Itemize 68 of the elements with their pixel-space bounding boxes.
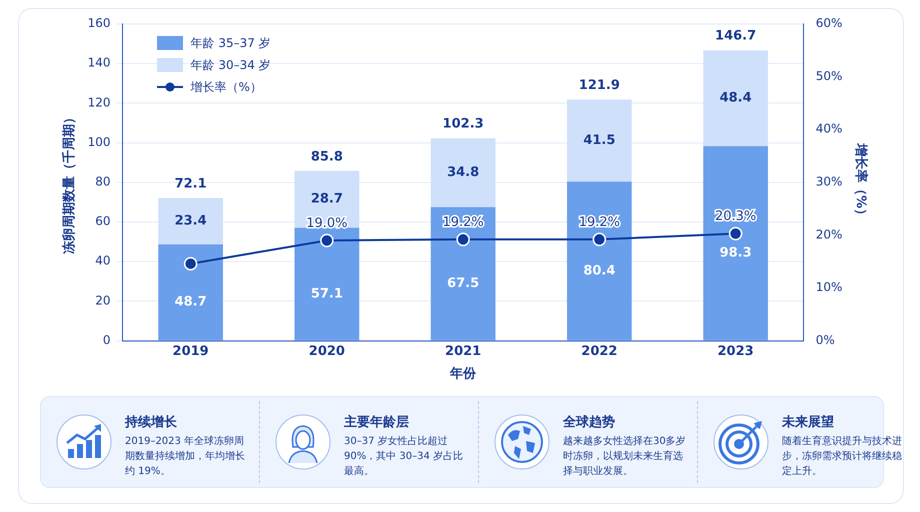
total-label: 146.7 <box>715 28 756 44</box>
data-label: 19.0% <box>306 216 348 231</box>
legend-label: 年龄 30–34 岁 <box>190 56 271 74</box>
text: 30–37 岁女性占比超过 90%，其中 30–34 岁占比最高。 <box>344 434 464 479</box>
point <box>320 234 334 248</box>
bar <box>703 146 768 340</box>
data-label: 20.3% <box>714 208 756 224</box>
y-tick-label: 60 <box>95 214 111 228</box>
x-tick-label: 2019 <box>172 344 209 359</box>
data-label: 57.1 <box>310 286 343 302</box>
legend-label: 增长率（%） <box>190 78 262 96</box>
text: 主要年龄层 <box>344 414 410 431</box>
y-tick-label: 100 <box>88 134 111 149</box>
y2-tick-label: 10% <box>816 280 842 294</box>
data-label: 34.8 <box>447 165 480 180</box>
point <box>456 232 470 246</box>
point <box>184 256 198 270</box>
y2-tick-label: 40% <box>816 122 842 136</box>
y-tick-label: 0 <box>102 332 111 347</box>
text: 未来展望 <box>782 414 835 431</box>
y2-axis-title: 增长率（%） <box>852 142 869 222</box>
text: 持续增长 <box>125 414 178 431</box>
y-tick-label: 40 <box>95 254 111 268</box>
total-label: 102.3 <box>442 116 484 132</box>
bar <box>703 50 768 146</box>
y2-tick-label: 50% <box>816 68 842 83</box>
x-tick-label: 2021 <box>445 344 482 359</box>
text: 随着生育意识提升与技术进步，冻卵需求预计将继续稳定上升。 <box>782 434 903 479</box>
bar <box>567 182 632 340</box>
y-tick-label: 120 <box>88 95 111 110</box>
y2-tick-label: 20% <box>816 227 842 242</box>
bar <box>430 138 496 208</box>
y2-tick-label: 30% <box>816 174 842 189</box>
x-tick-label: 2022 <box>581 344 618 359</box>
data-label: 67.5 <box>447 276 480 292</box>
y-tick-label: 80 <box>95 174 111 189</box>
y2-tick-label: 60% <box>816 16 842 30</box>
point <box>728 226 742 240</box>
x-axis-title: 年份 <box>449 366 478 382</box>
data-label: 48.4 <box>720 90 752 106</box>
data-label: 28.7 <box>310 192 343 207</box>
bar <box>158 198 223 244</box>
text: 全球趋势 <box>563 414 616 431</box>
data-label: 23.4 <box>174 214 207 229</box>
data-label: 19.2% <box>578 214 620 230</box>
legend-label: 年龄 35–37 岁 <box>190 34 271 52</box>
y-axis-title: 冻卵周期数量（千周期） <box>61 110 78 254</box>
bar <box>567 99 632 182</box>
total-label: 121.9 <box>578 78 620 93</box>
data-label: 80.4 <box>583 263 616 278</box>
data-label: 98.3 <box>720 246 752 261</box>
point <box>592 232 606 246</box>
y-tick-label: 20 <box>95 293 111 308</box>
data-label: 19.2% <box>442 214 484 230</box>
total-label: 85.8 <box>310 149 343 164</box>
bar <box>430 207 496 340</box>
y-tick-label: 140 <box>88 56 111 70</box>
y-tick-label: 160 <box>88 16 111 30</box>
data-label: 48.7 <box>174 294 207 310</box>
total-label: 72.1 <box>174 176 207 192</box>
x-tick-label: 2020 <box>308 344 345 359</box>
x-tick-label: 2023 <box>718 344 754 359</box>
data-label: 41.5 <box>583 132 616 148</box>
bar <box>158 244 223 340</box>
text: 越来越多女性选择在30多岁时冻卵，以规划未来生育选择与职业发展。 <box>563 434 687 479</box>
y2-tick-label: 0% <box>816 332 835 347</box>
bar <box>294 228 360 340</box>
text: 2019–2023 年全球冻卵周期数量持续增加，年均增长约 19%。 <box>125 434 246 479</box>
